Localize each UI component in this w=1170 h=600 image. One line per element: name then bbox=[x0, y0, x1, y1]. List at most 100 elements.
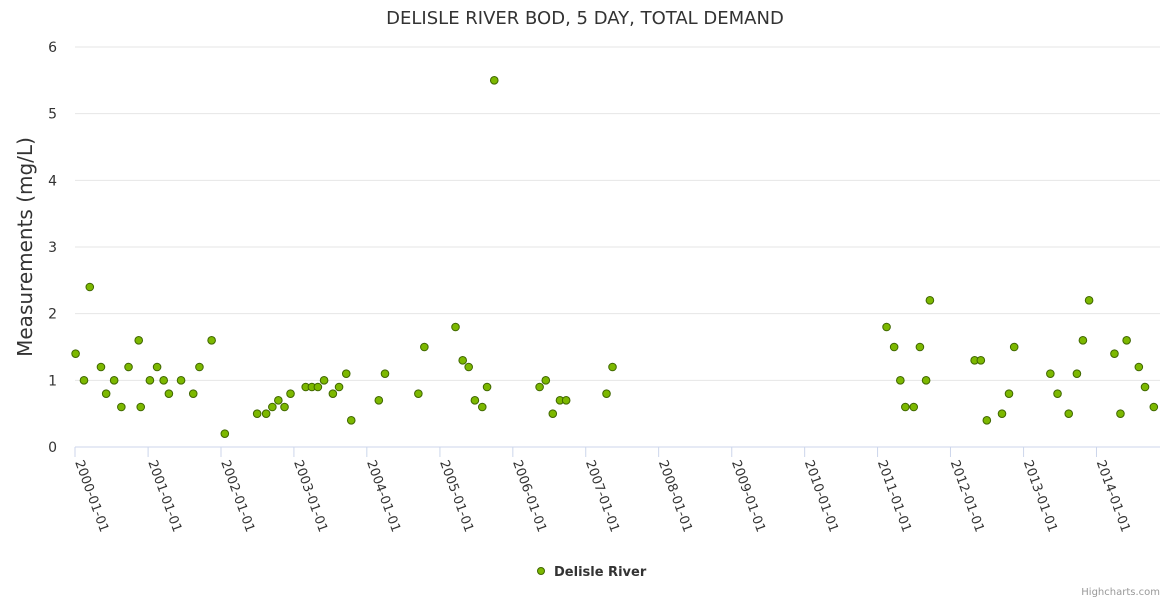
data-point[interactable] bbox=[915, 342, 925, 352]
data-point[interactable] bbox=[159, 376, 168, 385]
y-tick-label: 2 bbox=[48, 307, 57, 323]
data-point[interactable] bbox=[602, 389, 611, 398]
data-point[interactable] bbox=[328, 389, 338, 398]
data-point[interactable] bbox=[280, 402, 289, 412]
x-tick-label: 2014-01-01 bbox=[1093, 458, 1133, 534]
data-point[interactable] bbox=[1140, 382, 1150, 392]
x-tick-label: 2011-01-01 bbox=[874, 458, 914, 534]
data-point[interactable] bbox=[1134, 362, 1144, 372]
data-point[interactable] bbox=[85, 282, 95, 292]
data-point[interactable] bbox=[909, 402, 919, 412]
data-point[interactable] bbox=[117, 402, 126, 412]
data-point[interactable] bbox=[195, 362, 204, 372]
data-point[interactable] bbox=[1084, 296, 1094, 305]
x-tick-label: 2010-01-01 bbox=[801, 458, 841, 534]
data-point[interactable] bbox=[346, 416, 356, 425]
data-point[interactable] bbox=[1072, 369, 1082, 378]
data-point[interactable] bbox=[124, 362, 133, 372]
data-point[interactable] bbox=[334, 382, 344, 392]
chart-title: DELISLE RIVER BOD, 5 DAY, TOTAL DEMAND bbox=[386, 8, 784, 29]
y-tick-label: 1 bbox=[48, 373, 57, 389]
data-point[interactable] bbox=[925, 296, 935, 305]
data-point[interactable] bbox=[561, 396, 571, 405]
data-point[interactable] bbox=[134, 336, 144, 345]
data-point[interactable] bbox=[274, 396, 283, 405]
data-point[interactable] bbox=[152, 362, 162, 372]
x-tick-label: 2000-01-01 bbox=[71, 458, 111, 534]
data-point[interactable] bbox=[982, 416, 992, 425]
data-point[interactable] bbox=[71, 349, 80, 358]
data-point[interactable] bbox=[164, 389, 174, 398]
x-tick-label: 2012-01-01 bbox=[947, 458, 987, 534]
data-point[interactable] bbox=[1004, 389, 1014, 398]
data-point[interactable] bbox=[470, 396, 480, 405]
data-point[interactable] bbox=[1053, 389, 1062, 398]
x-tick-label: 2001-01-01 bbox=[144, 458, 184, 534]
data-point[interactable] bbox=[286, 389, 295, 398]
x-tick-label: 2008-01-01 bbox=[655, 458, 695, 534]
legend[interactable]: Delisle River bbox=[537, 565, 647, 580]
data-point[interactable] bbox=[541, 376, 551, 385]
chart-credit[interactable]: Highcharts.com bbox=[1081, 587, 1160, 598]
data-point[interactable] bbox=[414, 389, 423, 398]
data-point[interactable] bbox=[341, 369, 351, 378]
data-point[interactable] bbox=[207, 336, 216, 345]
data-point[interactable] bbox=[319, 376, 329, 385]
data-point[interactable] bbox=[477, 402, 487, 412]
data-point[interactable] bbox=[535, 382, 544, 392]
data-point[interactable] bbox=[261, 409, 271, 418]
data-point[interactable] bbox=[220, 429, 230, 438]
data-point[interactable] bbox=[1116, 409, 1125, 418]
data-point[interactable] bbox=[1046, 369, 1055, 378]
data-point[interactable] bbox=[420, 342, 429, 352]
data-point[interactable] bbox=[608, 362, 617, 372]
data-point[interactable] bbox=[268, 402, 277, 412]
data-point[interactable] bbox=[374, 396, 384, 405]
data-point[interactable] bbox=[1064, 409, 1074, 418]
y-tick-label: 3 bbox=[48, 240, 57, 256]
data-point[interactable] bbox=[136, 402, 146, 412]
x-tick-label: 2002-01-01 bbox=[217, 458, 257, 534]
data-point[interactable] bbox=[451, 322, 460, 332]
data-point[interactable] bbox=[380, 369, 390, 378]
data-point[interactable] bbox=[997, 409, 1007, 418]
data-point[interactable] bbox=[1122, 336, 1131, 345]
data-point[interactable] bbox=[79, 376, 89, 385]
data-point[interactable] bbox=[176, 376, 186, 385]
x-tick-label: 2006-01-01 bbox=[509, 458, 549, 534]
data-point[interactable] bbox=[1110, 349, 1119, 358]
data-point[interactable] bbox=[188, 389, 198, 398]
data-point[interactable] bbox=[548, 409, 558, 418]
data-point[interactable] bbox=[976, 356, 986, 365]
data-point[interactable] bbox=[901, 402, 910, 412]
series-delisle-river bbox=[71, 76, 1159, 438]
data-point[interactable] bbox=[252, 409, 262, 418]
data-point[interactable] bbox=[109, 376, 119, 385]
data-point[interactable] bbox=[896, 376, 905, 385]
data-point[interactable] bbox=[96, 362, 106, 372]
legend-label-delisle-river[interactable]: Delisle River bbox=[554, 565, 647, 580]
data-point[interactable] bbox=[458, 356, 467, 365]
data-point[interactable] bbox=[1149, 402, 1159, 412]
data-point[interactable] bbox=[489, 76, 499, 85]
y-axis-ticks: 0 1 2 3 4 5 6 bbox=[48, 40, 57, 456]
y-tick-label: 0 bbox=[48, 440, 57, 456]
data-point[interactable] bbox=[313, 382, 323, 392]
x-tick-label: 2007-01-01 bbox=[582, 458, 622, 534]
x-axis-ticks: 2000-01-01 2001-01-01 2002-01-01 2003-01-01… bbox=[71, 447, 1133, 534]
data-point[interactable] bbox=[889, 342, 899, 352]
data-point[interactable] bbox=[482, 382, 492, 392]
legend-marker bbox=[537, 567, 545, 575]
x-tick-label: 2005-01-01 bbox=[436, 458, 476, 534]
data-point[interactable] bbox=[1009, 342, 1019, 352]
y-axis-label: Measurements (mg/L) bbox=[13, 137, 37, 357]
y-tick-label: 6 bbox=[48, 40, 57, 56]
data-point[interactable] bbox=[101, 389, 111, 398]
data-point[interactable] bbox=[1078, 336, 1088, 345]
data-point[interactable] bbox=[882, 322, 891, 332]
data-point[interactable] bbox=[921, 376, 931, 385]
data-point[interactable] bbox=[464, 362, 473, 372]
data-point[interactable] bbox=[145, 376, 155, 385]
x-tick-label: 2009-01-01 bbox=[728, 458, 768, 534]
y-tick-label: 5 bbox=[48, 107, 57, 123]
